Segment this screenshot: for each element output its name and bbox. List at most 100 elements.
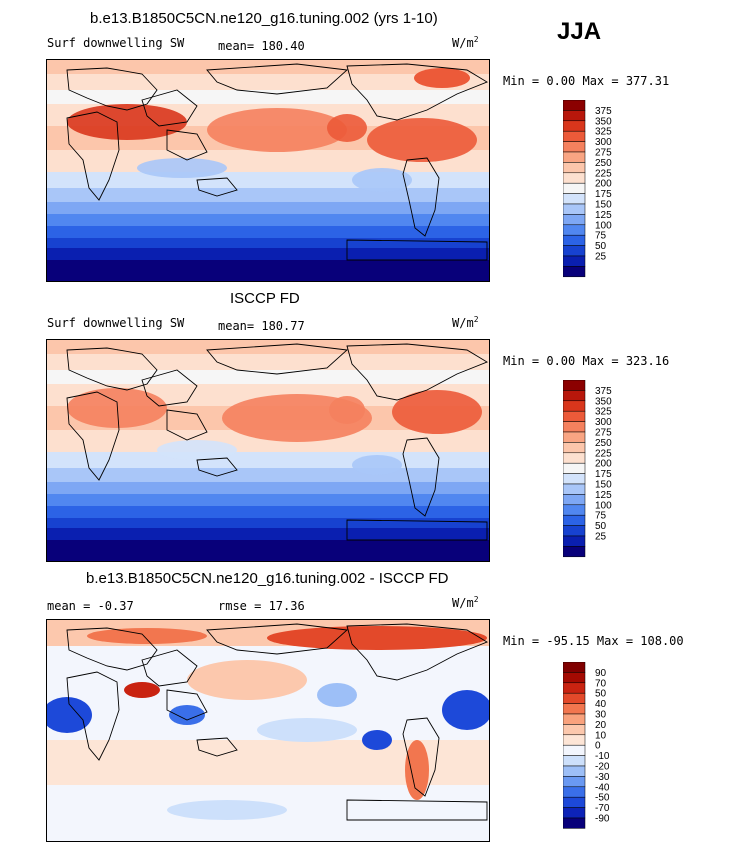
map-band: [47, 238, 489, 249]
colorbar-tick-label: -90: [595, 814, 610, 825]
colorbar-tick-label: -50: [595, 793, 610, 804]
colorbar-tick-label: 275: [595, 148, 612, 159]
map-band: [47, 482, 489, 495]
map-band: [47, 340, 489, 355]
colorbar-tick-label: 200: [595, 459, 612, 470]
panel3-minmax: Min = -95.15 Max = 108.00: [503, 634, 684, 648]
map-band: [47, 214, 489, 227]
colorbar-swatch: [563, 755, 586, 767]
panel1-map-svg: [47, 60, 489, 281]
panel1-coastlines: [66, 63, 489, 261]
colorbar-tick-label: 200: [595, 179, 612, 190]
map-band: [47, 370, 489, 385]
colorbar-swatch: [563, 494, 586, 506]
panel3-colorbar: 90 70 50 40 30 20 10 0 -10 -20 -30 -40 -50 -70 -90: [563, 662, 623, 840]
colorbar-swatch: [563, 817, 586, 829]
colorbar-swatch: [563, 796, 586, 808]
colorbar-tick-label: 375: [595, 106, 612, 117]
coastline: [402, 717, 440, 797]
colorbar-swatch: [563, 765, 586, 777]
colorbar-tick-label: 250: [595, 158, 612, 169]
colorbar-swatch: [563, 692, 586, 704]
map-band: [47, 172, 489, 189]
coastline: [402, 157, 440, 237]
panel1-units: W/m2: [452, 35, 479, 50]
colorbar-tick-label: 100: [595, 220, 612, 231]
colorbar-tick-label: 75: [595, 511, 607, 522]
coastline: [346, 343, 489, 401]
coastline: [141, 89, 198, 127]
coastline: [166, 129, 208, 161]
colorbar-swatch: [563, 151, 586, 163]
colorbar-tick-label: 75: [595, 231, 607, 242]
colorbar-swatch: [563, 703, 586, 715]
colorbar-swatch: [563, 410, 586, 422]
colorbar-tick-label: 50: [595, 689, 607, 700]
colorbar-swatch: [563, 431, 586, 443]
map-band: [47, 468, 489, 483]
colorbar-swatch: [563, 734, 586, 746]
panel2-map: [46, 339, 490, 562]
colorbar-swatch: [563, 224, 586, 236]
map-band: [47, 506, 489, 519]
colorbar-tick-label: 350: [595, 396, 612, 407]
colorbar-swatch: [563, 162, 586, 174]
colorbar-tick-label: 325: [595, 407, 612, 418]
panel3-rmse-label: rmse = 17.36: [218, 599, 305, 613]
map-band: [47, 74, 489, 91]
colorbar-swatch: [563, 390, 586, 402]
coastline: [206, 623, 349, 655]
colorbar-swatch: [563, 525, 586, 537]
map-band: [47, 248, 489, 261]
panel1-title: b.e13.B1850C5CN.ne120_g16.tuning.002 (yr…: [90, 10, 438, 27]
colorbar-swatch: [563, 203, 586, 215]
coastline: [166, 409, 208, 441]
panel2-variable-label: Surf downwelling SW: [47, 316, 185, 330]
colorbar-tick-label: 50: [595, 521, 607, 532]
panel3-mean-label: mean = -0.37: [47, 599, 134, 613]
panel3-units: W/m2: [452, 595, 479, 610]
coastline: [66, 67, 158, 111]
map-band: [47, 518, 489, 529]
colorbar-swatch: [563, 682, 586, 694]
map-band: [47, 430, 489, 453]
colorbar-swatch: [563, 380, 586, 391]
colorbar-swatch: [563, 421, 586, 433]
colorbar-tick-label: 275: [595, 428, 612, 439]
colorbar-swatch: [563, 504, 586, 516]
colorbar-tick-label: 325: [595, 127, 612, 138]
colorbar-tick-label: 30: [595, 710, 607, 721]
panel1-minmax: Min = 0.00 Max = 377.31: [503, 74, 670, 88]
coastline: [66, 111, 120, 201]
panel1-variable-label: Surf downwelling SW: [47, 36, 185, 50]
colorbar-swatch: [563, 182, 586, 194]
panel2-title: ISCCP FD: [230, 290, 300, 307]
colorbar-swatch: [563, 400, 586, 412]
map-band: [47, 90, 489, 105]
colorbar-swatch: [563, 442, 586, 454]
panel2-minmax: Min = 0.00 Max = 323.16: [503, 354, 670, 368]
coastline: [166, 689, 208, 721]
colorbar-tick-label: 20: [595, 720, 607, 731]
panel3-map-svg: [47, 620, 489, 841]
panel3-title: b.e13.B1850C5CN.ne120_g16.tuning.002 - I…: [86, 570, 449, 587]
coastline: [196, 457, 238, 477]
colorbar-swatch: [563, 776, 586, 788]
colorbar-tick-label: 175: [595, 189, 612, 200]
colorbar-swatch: [563, 120, 586, 132]
colorbar-tick-label: 225: [595, 448, 612, 459]
colorbar-swatch: [563, 172, 586, 184]
map-band: [47, 188, 489, 203]
panel1-mean-label: mean= 180.40: [218, 39, 305, 53]
map-band: [47, 260, 489, 281]
colorbar-tick-label: -30: [595, 772, 610, 783]
colorbar-swatch: [563, 514, 586, 526]
coastline: [196, 177, 238, 197]
season-label: JJA: [557, 18, 602, 45]
coastline: [206, 63, 349, 95]
colorbar-tick-label: 150: [595, 200, 612, 211]
colorbar-tick-label: 125: [595, 490, 612, 501]
colorbar-swatch: [563, 473, 586, 485]
coastline: [66, 627, 158, 671]
colorbar-tick-label: -10: [595, 751, 610, 762]
